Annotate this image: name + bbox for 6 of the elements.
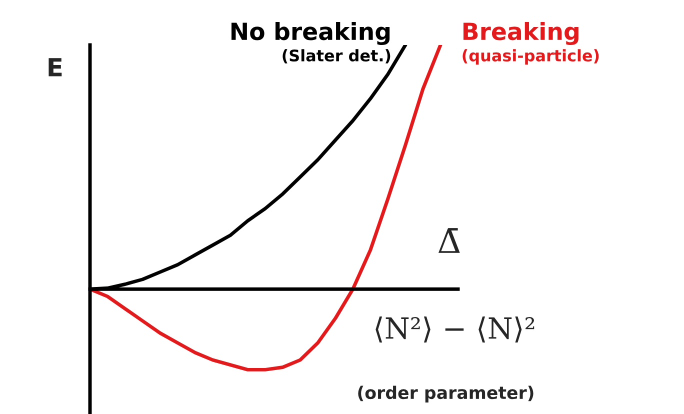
series-label: No breaking (Slater det.) xyxy=(232,22,390,64)
annotation: ⟨N²⟩ − ⟨N⟩² xyxy=(376,316,534,343)
x-axis-title: Δ̄ xyxy=(438,228,460,253)
text: (order parameter) xyxy=(358,386,534,403)
series-label: Breaking (quasi-particle) xyxy=(462,22,599,65)
y-axis-title: E xyxy=(48,58,62,76)
